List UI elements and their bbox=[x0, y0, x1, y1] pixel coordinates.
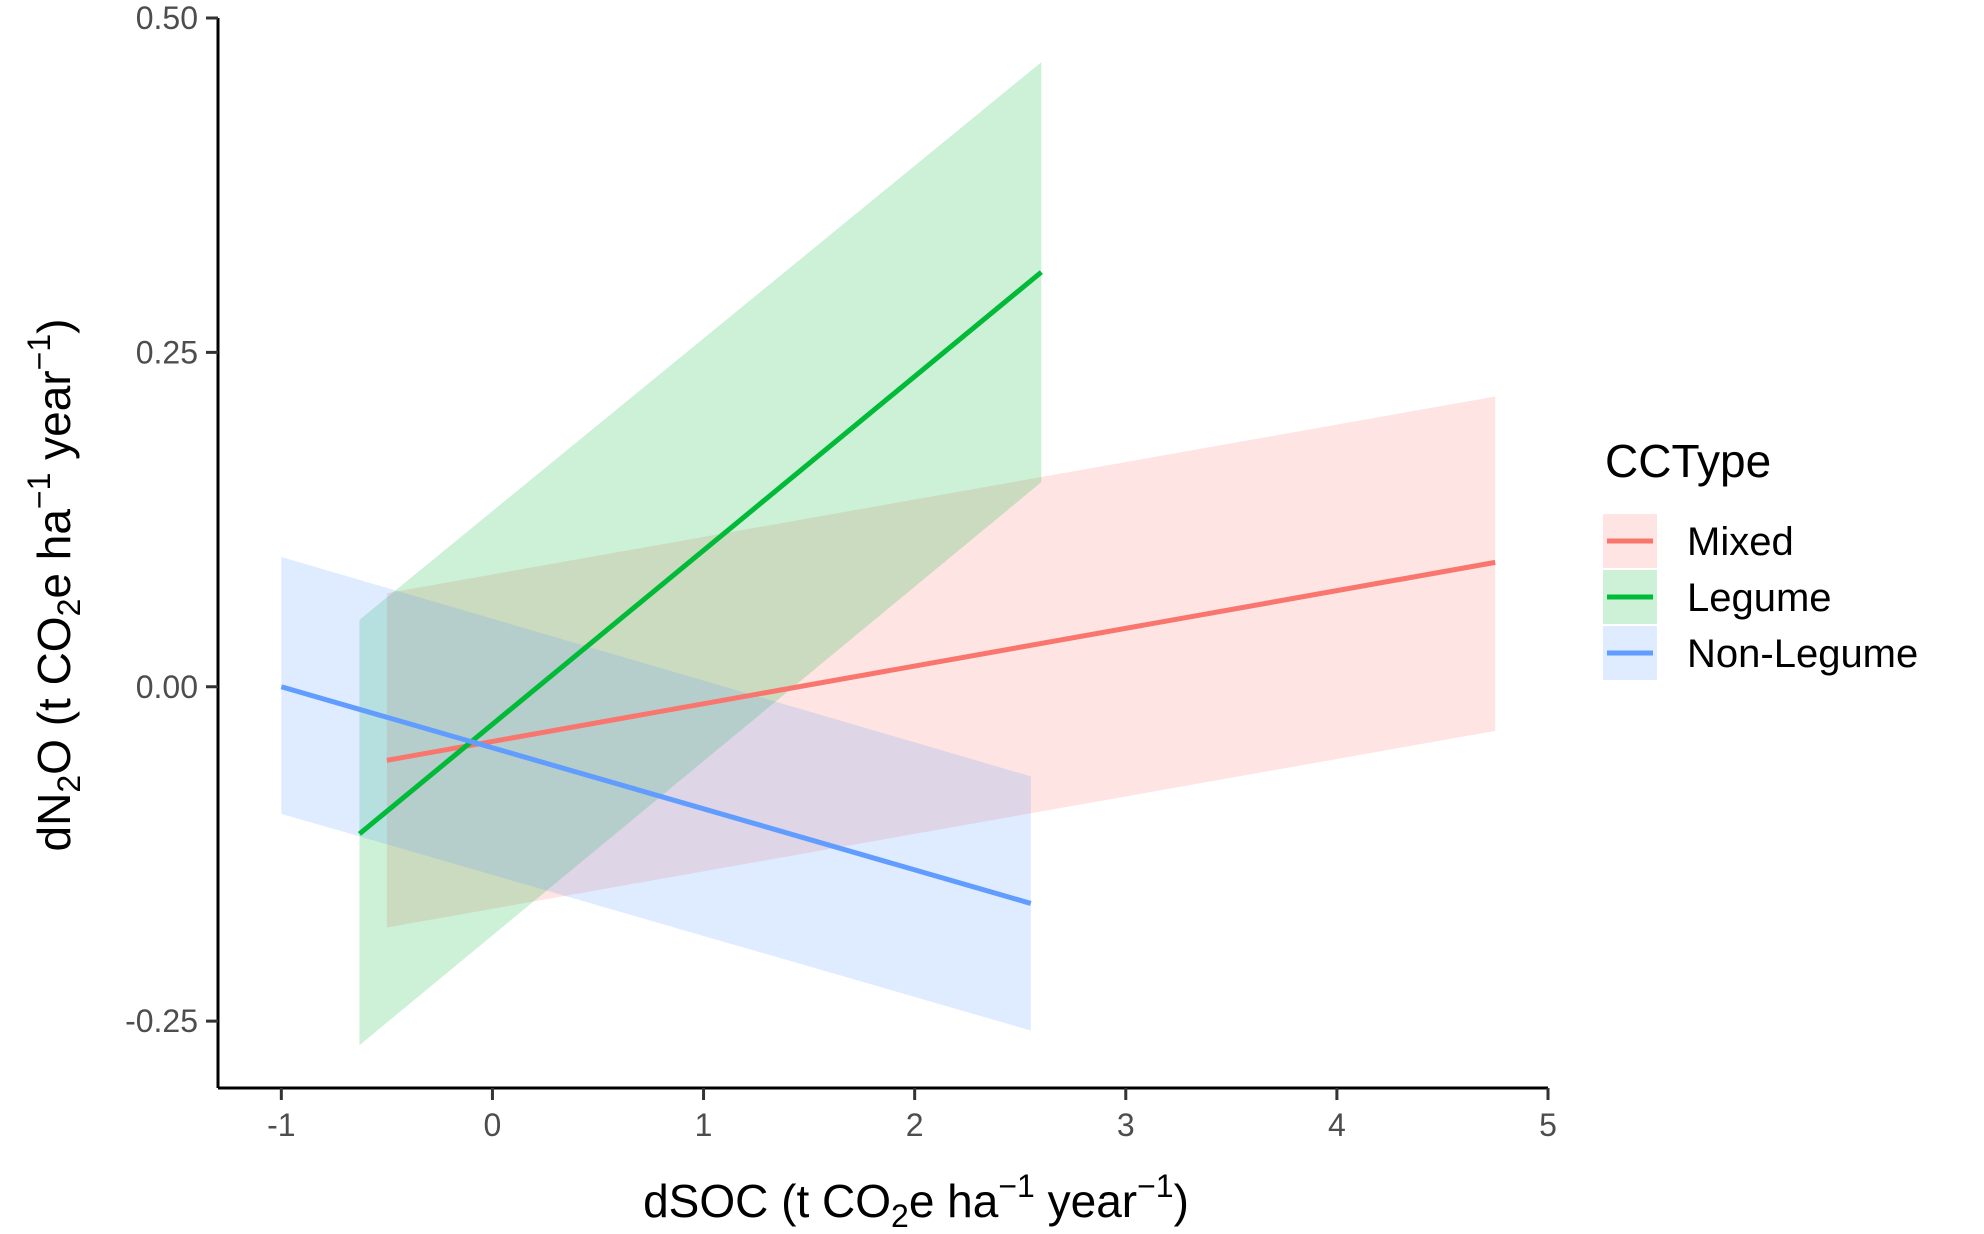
legend-label-mixed: Mixed bbox=[1687, 520, 1794, 564]
legend-title: CCType bbox=[1605, 435, 1771, 487]
x-axis: -1 0 1 2 3 4 5 bbox=[218, 1086, 1557, 1143]
legend-item-non-legume: Non-Legume bbox=[1603, 626, 1918, 680]
fit-lines bbox=[280, 270, 1496, 906]
y-tick-label: -0.25 bbox=[125, 1003, 198, 1039]
y-tick-label: 0.25 bbox=[136, 334, 198, 370]
y-axis: -0.25 0.00 0.25 0.50 bbox=[125, 0, 220, 1088]
legend-label-legume: Legume bbox=[1687, 576, 1832, 620]
x-tick-label: -1 bbox=[267, 1107, 295, 1143]
legend-item-legume: Legume bbox=[1603, 570, 1832, 624]
x-tick-label: 2 bbox=[906, 1107, 924, 1143]
fit-line-non-legume bbox=[280, 684, 1032, 906]
fit-line-mixed bbox=[386, 559, 1496, 763]
y-axis-title: dN2O (t CO2e ha−1 year−1) bbox=[21, 319, 87, 852]
bands bbox=[281, 62, 1496, 1046]
x-tick-label: 1 bbox=[695, 1107, 713, 1143]
x-tick-label: 4 bbox=[1328, 1107, 1346, 1143]
legend-label-non-legume: Non-Legume bbox=[1687, 632, 1918, 676]
x-tick-label: 0 bbox=[484, 1107, 502, 1143]
x-tick-label: 5 bbox=[1539, 1107, 1557, 1143]
x-axis-title: dSOC (t CO2e ha−1 year−1) bbox=[643, 1168, 1189, 1234]
y-tick-label: 0.50 bbox=[136, 0, 198, 36]
x-tick-label: 3 bbox=[1117, 1107, 1135, 1143]
legend-item-mixed: Mixed bbox=[1603, 514, 1794, 568]
y-tick-label: 0.00 bbox=[136, 669, 198, 705]
legend: CCType Mixed Legume Non-Legume bbox=[1603, 435, 1918, 680]
